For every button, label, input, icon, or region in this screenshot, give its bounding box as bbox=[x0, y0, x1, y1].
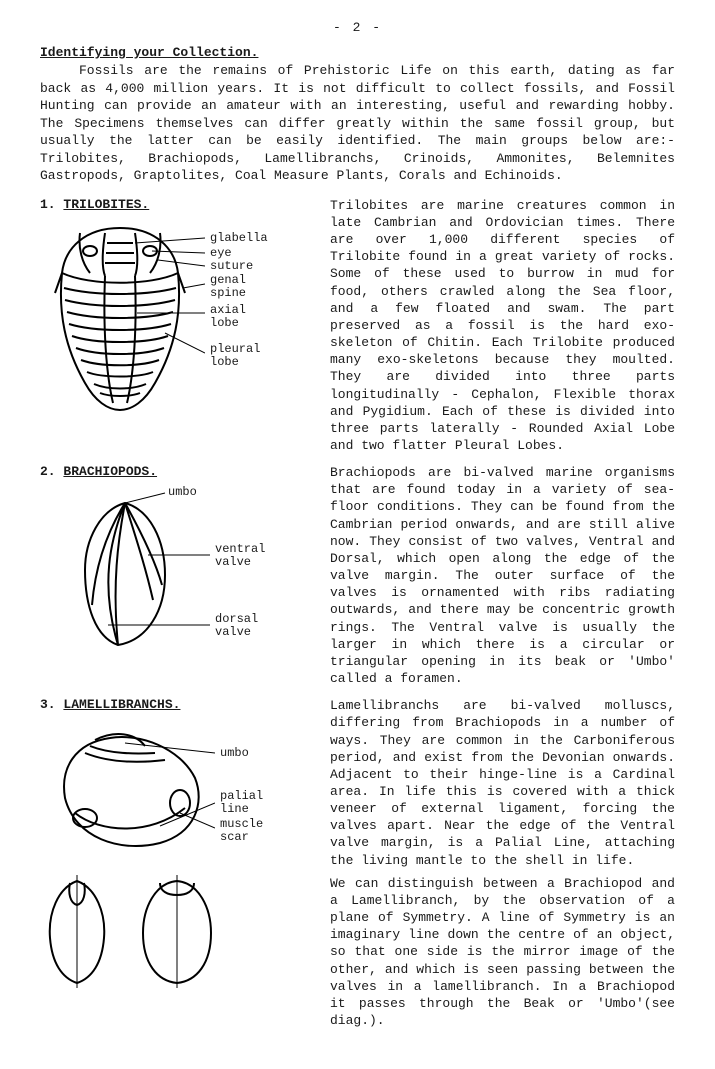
section-name: TRILOBITES. bbox=[63, 197, 149, 212]
brachiopod-icon bbox=[40, 485, 210, 655]
section-name: LAMELLIBRANCHS. bbox=[63, 697, 180, 712]
lamellibranch-diagram: umbo palial line muscle scar bbox=[40, 718, 300, 863]
label-suture: suture bbox=[210, 259, 253, 273]
label-dorsal: dorsal valve bbox=[215, 613, 285, 639]
section-lamellibranchs: 3. LAMELLIBRANCHS. bbox=[40, 697, 675, 1029]
brachiopod-symmetry-icon bbox=[40, 873, 115, 988]
symmetry-diagrams bbox=[40, 873, 320, 988]
trilobite-diagram: glabella eye suture genal spine axial lo… bbox=[40, 218, 300, 418]
label-umbo: umbo bbox=[168, 485, 197, 499]
section-title: 1. TRILOBITES. bbox=[40, 197, 320, 212]
label-umbo2: umbo bbox=[220, 746, 249, 760]
section-title: 2. BRACHIOPODS. bbox=[40, 464, 320, 479]
section-number: 1. bbox=[40, 197, 56, 212]
label-genal: genal spine bbox=[210, 274, 270, 300]
section-brachiopods: 2. BRACHIOPODS. bbox=[40, 464, 675, 687]
section-trilobites: 1. TRILOBITES. bbox=[40, 197, 675, 454]
left-column: 2. BRACHIOPODS. bbox=[40, 464, 330, 660]
label-pleural: pleural lobe bbox=[210, 343, 280, 369]
lamellibranch-text-column: Lamellibranchs are bi-valved molluscs, d… bbox=[330, 697, 675, 1029]
lamellibranch-symmetry-icon bbox=[135, 873, 220, 988]
lamellibranch-text-2: We can distinguish between a Brachiopod … bbox=[330, 875, 675, 1029]
left-column: 3. LAMELLIBRANCHS. bbox=[40, 697, 330, 988]
lamellibranch-icon bbox=[40, 718, 215, 858]
label-ventral: ventral valve bbox=[215, 543, 285, 569]
label-axial: axial lobe bbox=[210, 304, 270, 330]
page-number: - 2 - bbox=[40, 20, 675, 35]
document-page: - 2 - Identifying your Collection. Fossi… bbox=[0, 0, 715, 1069]
trilobite-icon bbox=[40, 218, 205, 413]
main-heading: Identifying your Collection. bbox=[40, 45, 675, 60]
section-number: 3. bbox=[40, 697, 56, 712]
left-column: 1. TRILOBITES. bbox=[40, 197, 330, 418]
section-number: 2. bbox=[40, 464, 56, 479]
lamellibranch-text-1: Lamellibranchs are bi-valved molluscs, d… bbox=[330, 697, 675, 869]
section-title: 3. LAMELLIBRANCHS. bbox=[40, 697, 320, 712]
brachiopod-diagram: umbo ventral valve dorsal valve bbox=[40, 485, 300, 660]
brachiopod-text: Brachiopods are bi-valved marine organis… bbox=[330, 464, 675, 687]
intro-paragraph: Fossils are the remains of Prehistoric L… bbox=[40, 62, 675, 185]
section-name: BRACHIOPODS. bbox=[63, 464, 157, 479]
label-glabella: glabella bbox=[210, 231, 268, 245]
label-eye: eye bbox=[210, 246, 232, 260]
trilobite-text: Trilobites are marine creatures common i… bbox=[330, 197, 675, 454]
label-muscle: muscle scar bbox=[220, 818, 280, 844]
label-palial: palial line bbox=[220, 790, 280, 816]
